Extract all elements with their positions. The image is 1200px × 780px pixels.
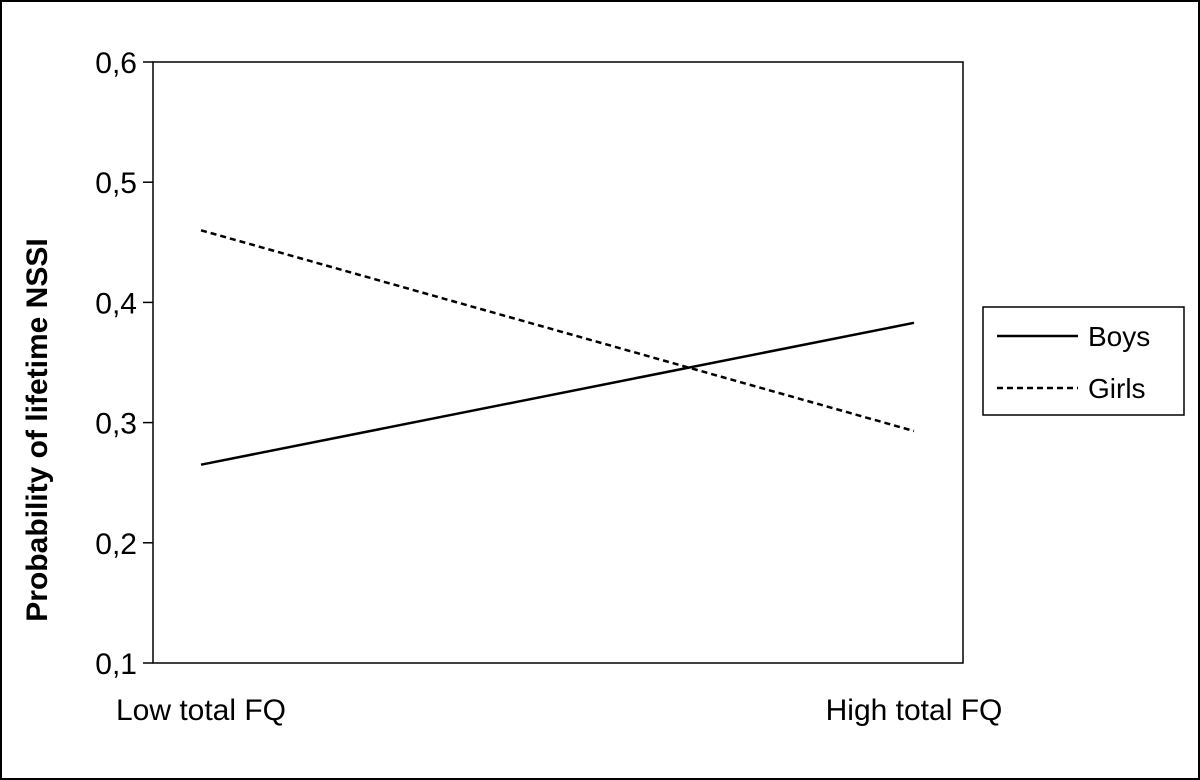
series-line-boys — [200, 321, 915, 466]
legend: Boys Girls — [982, 306, 1185, 416]
y-tick-label: 0,5 — [95, 167, 137, 200]
x-tick-label: Low total FQ — [116, 694, 286, 727]
x-tick-label: High total FQ — [826, 694, 1003, 727]
legend-label-boys: Boys — [1088, 321, 1150, 352]
series-lines — [200, 229, 915, 466]
y-tick-label: 0,4 — [95, 287, 137, 320]
legend-box — [982, 306, 1185, 416]
x-axis-labels: Low total FQ High total FQ — [116, 694, 1002, 727]
y-tick-label: 0,3 — [95, 408, 137, 441]
y-tick-label: 0,6 — [95, 47, 137, 80]
legend-label-girls: Girls — [1088, 373, 1146, 404]
plot-area — [152, 61, 964, 664]
y-axis-title: Probability of lifetime NSSI — [21, 238, 54, 621]
series-line-girls — [200, 229, 915, 433]
y-axis-ticks: 0,6 0,5 0,4 0,3 0,2 0,1 — [95, 47, 153, 681]
y-tick-label: 0,2 — [95, 528, 137, 561]
y-tick-label: 0,1 — [95, 648, 137, 681]
